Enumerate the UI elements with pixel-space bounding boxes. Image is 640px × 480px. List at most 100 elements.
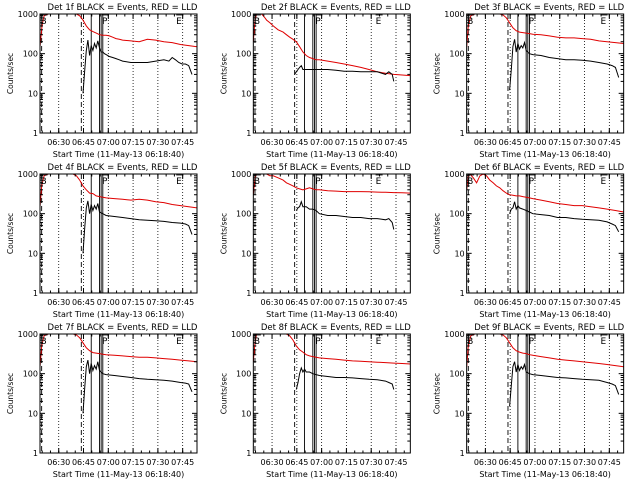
y-axis-label: Counts/sec: [6, 53, 15, 94]
panel-det-3: Det 3f BLACK = Events, RED = LLD Counts/s…: [433, 3, 625, 159]
y-tick-label: 1000: [18, 10, 38, 19]
events-series-line: [82, 40, 193, 94]
x-axis-label: Start Time (11-May-13 06:18:40): [53, 150, 184, 159]
x-tick-label: 07:30: [573, 458, 596, 467]
lld-series-line: [466, 174, 624, 213]
panel-det-4: Det 4f BLACK = Events, RED = LLD Counts/s…: [6, 163, 198, 319]
panel-title: Det 8f BLACK = Events, RED = LLD: [261, 323, 411, 333]
panel-det-9: Det 9f BLACK = Events, RED = LLD Counts/s…: [433, 323, 625, 479]
x-axis-label: Start Time (11-May-13 06:18:40): [266, 310, 397, 319]
x-axis-label: Start Time (11-May-13 06:18:40): [479, 310, 610, 319]
plot-frame: [39, 173, 198, 294]
x-axis-label: Start Time (11-May-13 06:18:40): [266, 470, 397, 479]
x-axis-label: Start Time (11-May-13 06:18:40): [266, 150, 397, 159]
lld-series-line: [253, 174, 411, 195]
events-series-line: [509, 39, 620, 91]
plot-frame: [252, 333, 411, 454]
x-tick-label: 07:00: [97, 298, 120, 307]
y-tick-label: 1: [246, 449, 251, 458]
marker-label-b: B: [254, 337, 260, 347]
events-series-line: [295, 366, 395, 390]
y-tick-label: 1000: [18, 330, 38, 339]
marker-label-b: B: [467, 177, 473, 187]
marker-label-e: E: [376, 337, 382, 347]
lld-series-line: [253, 334, 411, 365]
x-tick-label: 07:15: [548, 298, 571, 307]
plot-frame: [39, 333, 198, 454]
y-tick-label: 100: [449, 50, 464, 59]
x-tick-label: 07:00: [523, 298, 546, 307]
x-tick-label: 06:30: [474, 458, 497, 467]
marker-label-p: P: [315, 337, 321, 347]
x-tick-label: 07:00: [310, 298, 333, 307]
lld-series-line: [253, 14, 411, 77]
x-axis-label: Start Time (11-May-13 06:18:40): [53, 310, 184, 319]
y-tick-label: 1000: [231, 330, 251, 339]
x-tick-label: 07:30: [146, 458, 169, 467]
y-tick-label: 1: [33, 289, 38, 298]
events-series-line: [295, 200, 395, 230]
y-tick-label: 10: [454, 89, 464, 98]
panel-title: Det 7f BLACK = Events, RED = LLD: [48, 323, 198, 333]
y-tick-label: 1000: [18, 170, 38, 179]
x-tick-label: 07:15: [122, 298, 145, 307]
x-axis-label: Start Time (11-May-13 06:18:40): [479, 150, 610, 159]
x-tick-label: 06:45: [499, 458, 522, 467]
marker-label-e: E: [376, 17, 382, 27]
y-tick-label: 10: [454, 249, 464, 258]
x-tick-label: 07:15: [335, 458, 358, 467]
marker-label-b: B: [40, 17, 46, 27]
panel-det-8: Det 8f BLACK = Events, RED = LLD Counts/s…: [219, 323, 411, 479]
marker-label-b: B: [467, 17, 473, 27]
x-tick-label: 07:45: [171, 138, 194, 147]
x-tick-label: 07:00: [523, 138, 546, 147]
marker-label-b: B: [40, 177, 46, 187]
lld-series-line: [40, 14, 197, 48]
marker-label-p: P: [529, 17, 535, 27]
x-tick-label: 06:30: [261, 298, 284, 307]
x-tick-label: 07:00: [97, 458, 120, 467]
marker-label-e: E: [176, 17, 182, 27]
x-tick-label: 07:45: [384, 458, 407, 467]
marker-label-e: E: [176, 177, 182, 187]
y-tick-label: 10: [28, 89, 38, 98]
x-tick-label: 06:45: [72, 458, 95, 467]
y-tick-label: 10: [454, 409, 464, 418]
x-tick-label: 07:15: [335, 298, 358, 307]
events-series-line: [509, 201, 620, 233]
x-tick-label: 06:45: [72, 298, 95, 307]
panel-title: Det 3f BLACK = Events, RED = LLD: [474, 3, 624, 13]
plot-frame: [252, 173, 411, 294]
marker-label-p: P: [102, 17, 108, 27]
y-tick-label: 100: [23, 50, 38, 59]
y-axis-label: Counts/sec: [6, 373, 15, 414]
y-tick-label: 1: [460, 449, 465, 458]
x-tick-label: 07:30: [573, 138, 596, 147]
y-tick-label: 1000: [444, 170, 464, 179]
marker-label-e: E: [176, 337, 182, 347]
x-tick-label: 07:00: [310, 138, 333, 147]
y-tick-label: 1000: [444, 10, 464, 19]
events-series-line: [509, 361, 620, 407]
x-tick-label: 07:15: [122, 138, 145, 147]
y-axis-label: Counts/sec: [219, 373, 228, 414]
panel-det-1: Det 1f BLACK = Events, RED = LLD Counts/s…: [6, 3, 198, 159]
y-tick-label: 1: [246, 129, 251, 138]
events-series-line: [294, 64, 395, 82]
panel-title: Det 1f BLACK = Events, RED = LLD: [48, 3, 198, 13]
x-tick-label: 06:30: [474, 298, 497, 307]
plot-frame: [252, 13, 411, 134]
marker-label-b: B: [254, 177, 260, 187]
marker-label-p: P: [529, 337, 535, 347]
panel-det-2: Det 2f BLACK = Events, RED = LLD Counts/s…: [219, 3, 411, 159]
x-tick-label: 07:30: [573, 298, 596, 307]
y-axis-label: Counts/sec: [433, 53, 442, 94]
x-tick-label: 07:45: [598, 458, 621, 467]
x-tick-label: 06:30: [47, 458, 70, 467]
lld-series-line: [466, 14, 624, 47]
marker-label-b: B: [40, 337, 46, 347]
x-tick-label: 06:30: [474, 138, 497, 147]
marker-label-p: P: [315, 17, 321, 27]
marker-label-b: B: [254, 17, 260, 27]
